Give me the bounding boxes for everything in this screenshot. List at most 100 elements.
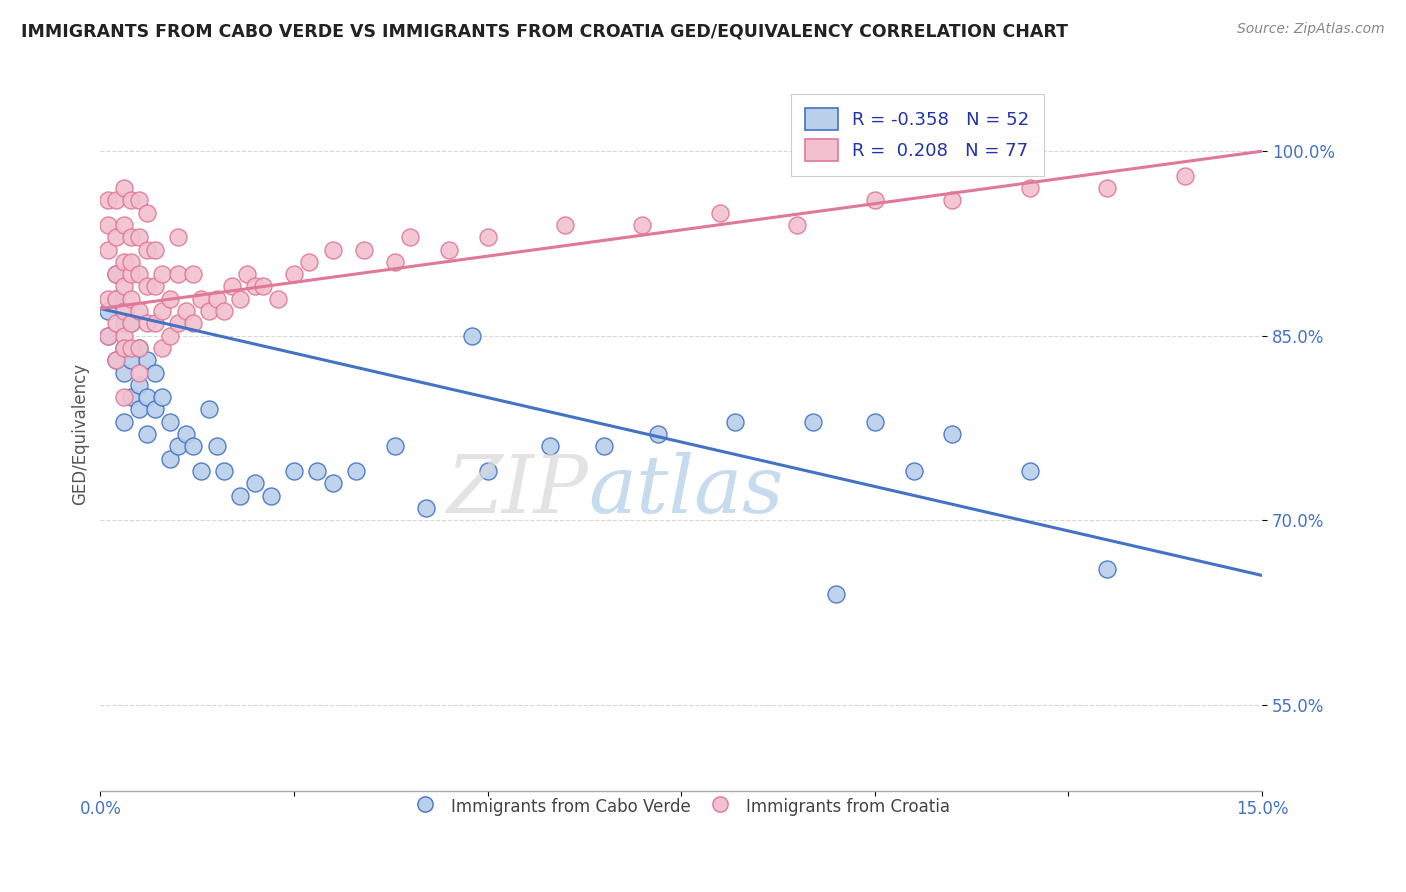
Point	[344, 464, 367, 478]
Point	[283, 267, 305, 281]
Point	[104, 230, 127, 244]
Point	[221, 279, 243, 293]
Point	[190, 292, 212, 306]
Point	[554, 218, 576, 232]
Point	[205, 292, 228, 306]
Point	[477, 464, 499, 478]
Point	[128, 230, 150, 244]
Point	[143, 279, 166, 293]
Point	[112, 255, 135, 269]
Point	[197, 402, 219, 417]
Point	[941, 427, 963, 442]
Point	[166, 230, 188, 244]
Point	[143, 317, 166, 331]
Point	[150, 267, 173, 281]
Text: IMMIGRANTS FROM CABO VERDE VS IMMIGRANTS FROM CROATIA GED/EQUIVALENCY CORRELATIO: IMMIGRANTS FROM CABO VERDE VS IMMIGRANTS…	[21, 22, 1069, 40]
Point	[1095, 562, 1118, 576]
Point	[174, 304, 197, 318]
Point	[128, 341, 150, 355]
Point	[104, 353, 127, 368]
Point	[135, 279, 157, 293]
Point	[104, 317, 127, 331]
Point	[135, 353, 157, 368]
Point	[477, 230, 499, 244]
Point	[112, 304, 135, 318]
Point	[112, 415, 135, 429]
Point	[174, 427, 197, 442]
Point	[322, 476, 344, 491]
Point	[120, 255, 142, 269]
Point	[143, 366, 166, 380]
Point	[120, 267, 142, 281]
Point	[128, 341, 150, 355]
Point	[825, 587, 848, 601]
Point	[863, 194, 886, 208]
Point	[135, 317, 157, 331]
Point	[112, 341, 135, 355]
Point	[267, 292, 290, 306]
Point	[941, 194, 963, 208]
Point	[104, 267, 127, 281]
Point	[128, 267, 150, 281]
Point	[260, 488, 283, 502]
Point	[112, 328, 135, 343]
Point	[1174, 169, 1197, 183]
Point	[786, 218, 808, 232]
Point	[112, 366, 135, 380]
Point	[298, 255, 321, 269]
Point	[283, 464, 305, 478]
Point	[166, 267, 188, 281]
Point	[307, 464, 329, 478]
Point	[801, 415, 824, 429]
Point	[97, 328, 120, 343]
Point	[120, 353, 142, 368]
Point	[143, 402, 166, 417]
Point	[415, 500, 437, 515]
Point	[150, 390, 173, 404]
Point	[1095, 181, 1118, 195]
Point	[128, 194, 150, 208]
Point	[97, 292, 120, 306]
Point	[120, 317, 142, 331]
Point	[97, 243, 120, 257]
Point	[104, 292, 127, 306]
Point	[1018, 464, 1040, 478]
Point	[592, 439, 614, 453]
Point	[112, 341, 135, 355]
Point	[166, 439, 188, 453]
Point	[245, 279, 267, 293]
Point	[104, 292, 127, 306]
Point	[709, 205, 731, 219]
Point	[120, 390, 142, 404]
Point	[112, 181, 135, 195]
Point	[128, 366, 150, 380]
Point	[631, 218, 654, 232]
Point	[399, 230, 422, 244]
Point	[384, 439, 406, 453]
Point	[245, 476, 267, 491]
Point	[214, 304, 236, 318]
Point	[120, 230, 142, 244]
Text: atlas: atlas	[588, 452, 783, 530]
Point	[112, 390, 135, 404]
Point	[166, 317, 188, 331]
Text: Source: ZipAtlas.com: Source: ZipAtlas.com	[1237, 22, 1385, 37]
Point	[120, 194, 142, 208]
Point	[197, 304, 219, 318]
Point	[150, 304, 173, 318]
Point	[150, 341, 173, 355]
Point	[135, 390, 157, 404]
Legend: Immigrants from Cabo Verde, Immigrants from Croatia: Immigrants from Cabo Verde, Immigrants f…	[405, 788, 957, 825]
Point	[135, 427, 157, 442]
Point	[120, 292, 142, 306]
Point	[190, 464, 212, 478]
Point	[120, 341, 142, 355]
Point	[104, 267, 127, 281]
Point	[104, 194, 127, 208]
Point	[97, 194, 120, 208]
Point	[863, 415, 886, 429]
Point	[252, 279, 274, 293]
Point	[181, 317, 204, 331]
Point	[724, 415, 747, 429]
Point	[236, 267, 259, 281]
